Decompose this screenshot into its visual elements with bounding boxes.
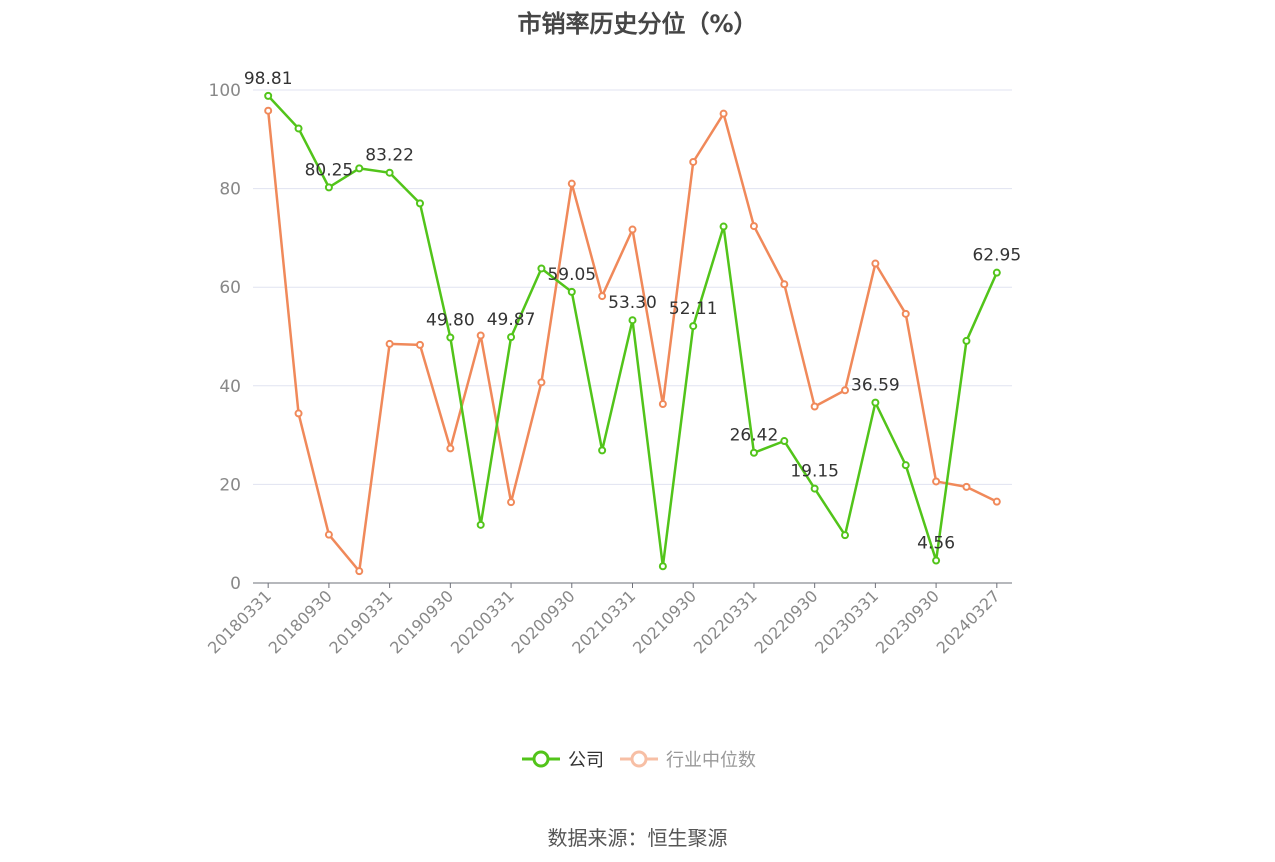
company-data-point: [264, 91, 273, 100]
legend-item-industry[interactable]: 行业中位数: [620, 746, 756, 772]
legend-company-icon: [522, 750, 560, 768]
company-data-point: [415, 199, 424, 208]
industry-data-point: [567, 179, 576, 188]
x-tick-label: 20220331: [690, 586, 761, 657]
company-data-label: 4.56: [917, 534, 955, 554]
company-data-label: 62.95: [972, 246, 1021, 266]
company-data-label: 83.22: [365, 146, 414, 166]
company-data-label: 49.80: [426, 310, 475, 330]
x-tick-label: 20210930: [629, 586, 700, 657]
company-data-point: [628, 316, 637, 325]
x-tick-label: 20240327: [933, 586, 1004, 657]
industry-data-point: [476, 331, 485, 340]
industry-data-point: [385, 339, 394, 348]
industry-data-point: [658, 400, 667, 409]
company-data-label: 49.87: [487, 310, 536, 330]
industry-data-point: [598, 292, 607, 301]
x-tick-label: 20210331: [568, 586, 639, 657]
x-tick-label: 20230930: [872, 586, 943, 657]
industry-data-point: [324, 530, 333, 539]
company-data-point: [537, 264, 546, 273]
industry-data-point: [628, 225, 637, 234]
company-data-point: [385, 168, 394, 177]
company-data-point: [294, 124, 303, 133]
company-data-point: [658, 562, 667, 571]
company-data-point: [719, 222, 728, 231]
company-data-point: [962, 336, 971, 345]
company-data-point: [841, 531, 850, 540]
industry-data-point: [962, 482, 971, 491]
company-data-label: 53.30: [608, 293, 657, 313]
y-tick-label: 80: [219, 180, 241, 200]
company-data-label: 98.81: [244, 69, 293, 89]
y-tick-label: 100: [209, 81, 241, 101]
chart-title: 市销率历史分位（%）: [517, 10, 758, 38]
industry-data-point: [689, 157, 698, 166]
company-series-line: [267, 95, 998, 568]
industry-data-point: [719, 109, 728, 118]
x-tick-label: 20230331: [811, 586, 882, 657]
company-data-label: 80.25: [305, 160, 354, 180]
industry-series-line: [266, 110, 998, 573]
company-data-point: [476, 520, 485, 529]
industry-data-point: [749, 222, 758, 231]
y-tick-label: 0: [230, 574, 241, 594]
legend-industry-icon: [620, 750, 658, 768]
x-tick-label: 20190930: [386, 586, 457, 657]
industry-data-point: [992, 497, 1001, 506]
company-data-point: [901, 461, 910, 470]
legend-company-label: 公司: [568, 750, 604, 771]
legend-industry-label: 行业中位数: [666, 750, 756, 771]
industry-data-point: [780, 280, 789, 289]
legend-item-company[interactable]: 公司: [522, 746, 604, 772]
company-data-label: 36.59: [851, 376, 900, 396]
y-tick-label: 20: [219, 475, 241, 495]
y-tick-label: 40: [219, 377, 241, 397]
company-data-label: 19.15: [790, 462, 839, 482]
industry-data-point: [810, 402, 819, 411]
industry-data-point: [932, 477, 941, 486]
company-data-point: [355, 164, 364, 173]
company-data-point: [507, 333, 516, 342]
company-data-point: [992, 268, 1001, 277]
industry-data-point: [537, 378, 546, 387]
company-data-point: [871, 398, 880, 407]
company-data-point: [689, 322, 698, 331]
industry-data-point: [841, 386, 850, 395]
industry-data-point: [871, 259, 880, 268]
x-tick-label: 20180930: [265, 586, 336, 657]
industry-data-point: [901, 309, 910, 318]
company-data-label: 26.42: [730, 426, 779, 446]
company-data-point: [598, 446, 607, 455]
company-data-point: [324, 183, 333, 192]
industry-data-point: [294, 409, 303, 418]
company-data-point: [932, 556, 941, 565]
company-data-point: [749, 448, 758, 457]
company-data-point: [810, 484, 819, 493]
industry-data-point: [415, 340, 424, 349]
industry-data-point: [355, 567, 364, 576]
x-tick-label: 20190331: [325, 586, 396, 657]
source-note: 数据来源：恒生聚源: [547, 826, 728, 850]
industry-data-point: [446, 444, 455, 453]
company-data-label: 59.05: [547, 265, 596, 285]
company-data-point: [567, 287, 576, 296]
x-tick-label: 20180331: [204, 586, 275, 657]
industry-data-point: [264, 106, 273, 115]
x-tick-label: 20220930: [750, 586, 821, 657]
company-data-label: 52.11: [669, 299, 718, 319]
industry-data-point: [507, 498, 516, 507]
company-data-point: [780, 437, 789, 446]
x-tick-label: 20200930: [508, 586, 579, 657]
x-tick-label: 20200331: [447, 586, 518, 657]
company-data-point: [446, 333, 455, 342]
y-tick-label: 60: [219, 278, 241, 298]
